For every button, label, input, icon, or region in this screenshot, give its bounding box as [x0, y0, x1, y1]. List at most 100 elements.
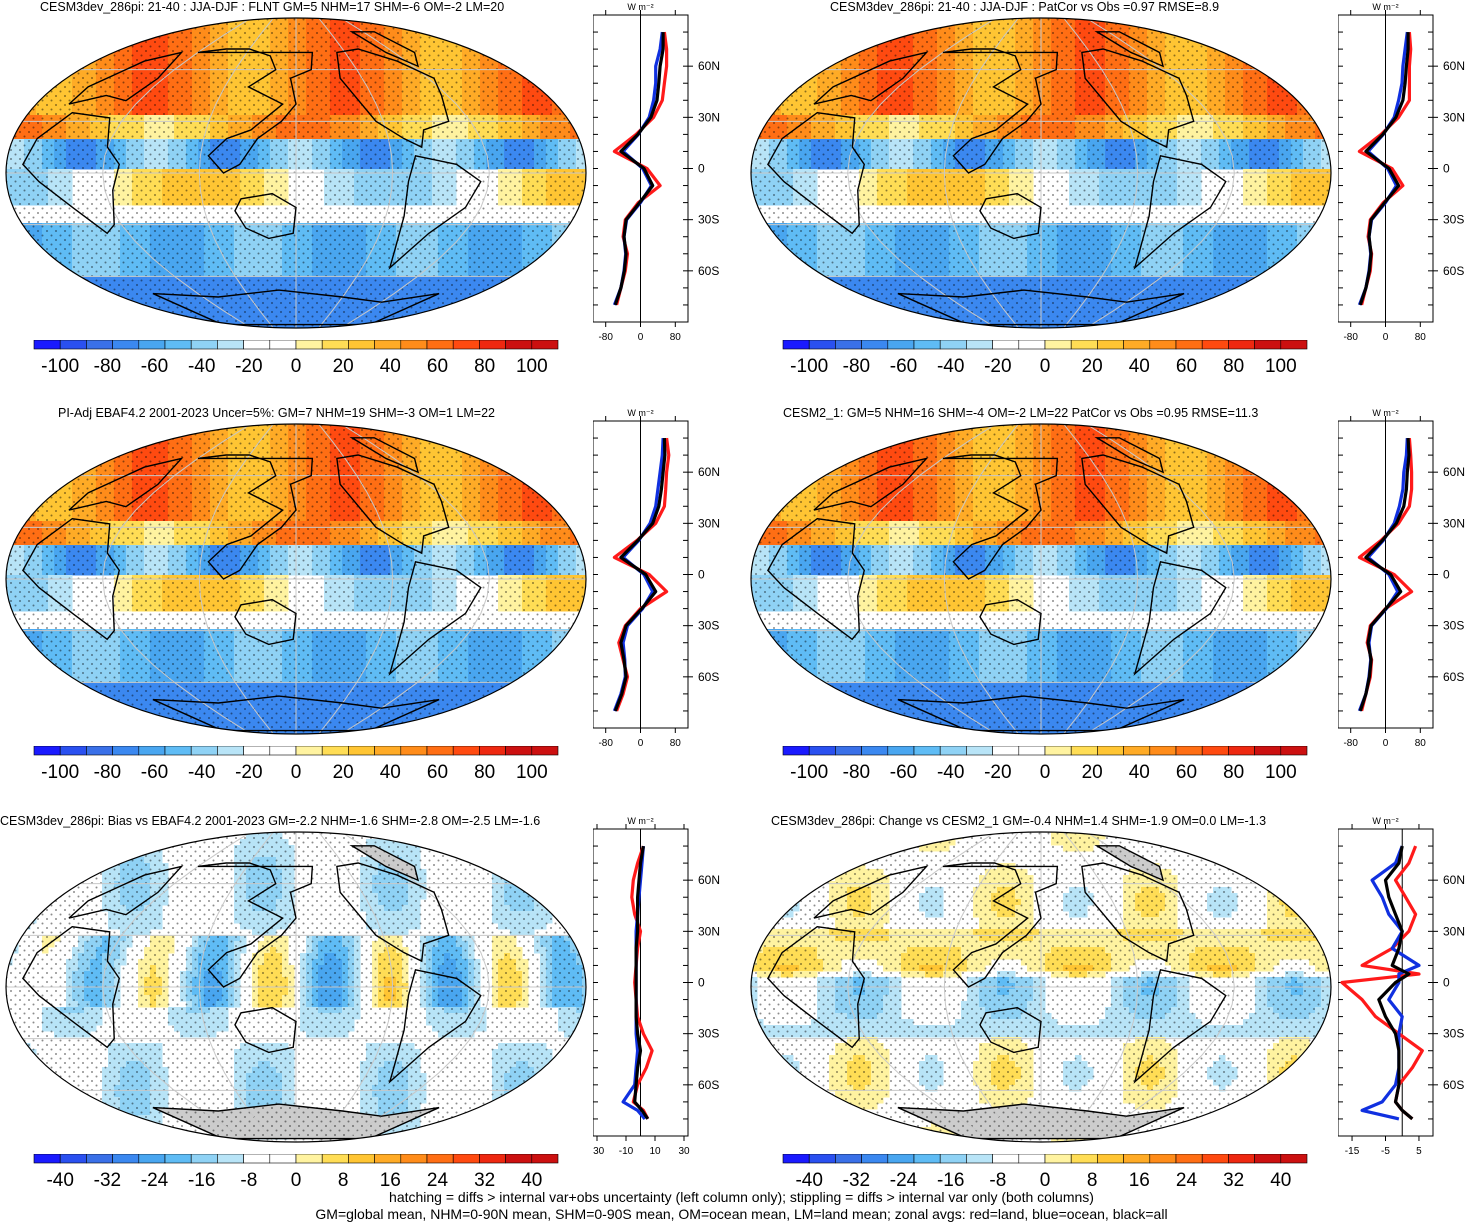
field-cell [42, 271, 49, 278]
field-cell [558, 67, 565, 74]
field-cell [402, 19, 409, 26]
field-cell [564, 103, 571, 110]
field-cell [540, 19, 547, 26]
field-cell [96, 301, 103, 308]
field-cell [96, 319, 103, 326]
field-cell [534, 61, 541, 68]
field-cell [36, 265, 43, 272]
colorbar-swatch [270, 340, 296, 349]
field-cell [66, 313, 73, 320]
field-cell [36, 61, 43, 68]
field-cell [60, 25, 67, 32]
field-cell [36, 259, 43, 266]
field-cell [18, 31, 25, 38]
field-cell [30, 79, 37, 86]
field-cell [582, 289, 589, 296]
field-cell [354, 13, 361, 20]
field-cell [72, 313, 79, 320]
field-cell [78, 31, 85, 38]
field-cell [78, 295, 85, 302]
field-cell [360, 331, 367, 333]
field-cell [54, 301, 61, 308]
field-cell [120, 19, 127, 26]
field-cell [546, 49, 553, 56]
field-cell [576, 121, 583, 128]
field-cell [450, 331, 457, 333]
field-cell [186, 19, 193, 26]
field-cell [54, 55, 61, 62]
field-cell [468, 307, 475, 314]
field-cell [552, 331, 559, 333]
field-cell [6, 79, 13, 86]
field-cell [558, 301, 565, 308]
field-cell [0, 253, 7, 260]
field-cell [108, 331, 115, 333]
profile-lat-label: 60N [698, 59, 720, 73]
field-cell [396, 325, 403, 332]
field-cell [6, 253, 13, 260]
field-cell [558, 25, 565, 32]
field-cell [42, 325, 49, 332]
field-cell [84, 307, 91, 314]
field-cell [0, 235, 7, 242]
field-cell [30, 73, 37, 80]
field-cell [534, 55, 541, 62]
field-cell [198, 325, 205, 332]
field-cell [510, 301, 517, 308]
field-cell [24, 307, 31, 314]
field-cell [546, 79, 553, 86]
field-cell [0, 259, 7, 266]
field-cell [54, 19, 61, 26]
field-cell [60, 61, 67, 68]
field-cell [348, 13, 355, 20]
field-cell [0, 283, 7, 290]
field-cell [6, 103, 13, 110]
field-cell [588, 313, 590, 320]
field-cell [588, 13, 590, 20]
field-cell [30, 283, 37, 290]
field-cell [558, 331, 565, 333]
field-cell [540, 67, 547, 74]
field-cell [576, 91, 583, 98]
field-cell [576, 103, 583, 110]
field-cell [402, 319, 409, 326]
field-cell [390, 19, 397, 26]
field-cell [90, 37, 97, 44]
field-cell [588, 55, 590, 62]
field-cell [576, 325, 583, 332]
field-cell [108, 43, 115, 50]
field-cell [48, 25, 55, 32]
field-cell [570, 271, 577, 278]
field-cell [570, 253, 577, 260]
field-cell [552, 313, 559, 320]
field-cell [582, 37, 589, 44]
field-cell [60, 325, 67, 332]
field-cell [12, 97, 19, 104]
field-cell [12, 109, 19, 116]
field-cell [498, 13, 505, 20]
field-cell [474, 313, 481, 320]
field-cell [174, 13, 181, 20]
field-cell [588, 289, 590, 296]
field-cell [510, 13, 517, 20]
colorbar-label: 0 [291, 356, 302, 377]
field-cell [582, 31, 589, 38]
field-cell [84, 55, 91, 62]
colorbar-swatch [34, 340, 60, 349]
field-cell [522, 67, 529, 74]
field-cell [126, 37, 133, 44]
field-cell [78, 13, 85, 20]
field-cell [444, 325, 451, 332]
field-cell [570, 325, 577, 332]
field-cell [0, 241, 7, 248]
field-cell [534, 49, 541, 56]
field-cell [114, 319, 121, 326]
field-cell [432, 325, 439, 332]
colorbar-label: 40 [380, 356, 401, 377]
field-cell [312, 331, 319, 333]
field-cell [12, 61, 19, 68]
field-cell [102, 313, 109, 320]
field-cell [0, 307, 7, 314]
field-cell [516, 61, 523, 68]
field-cell [96, 313, 103, 320]
